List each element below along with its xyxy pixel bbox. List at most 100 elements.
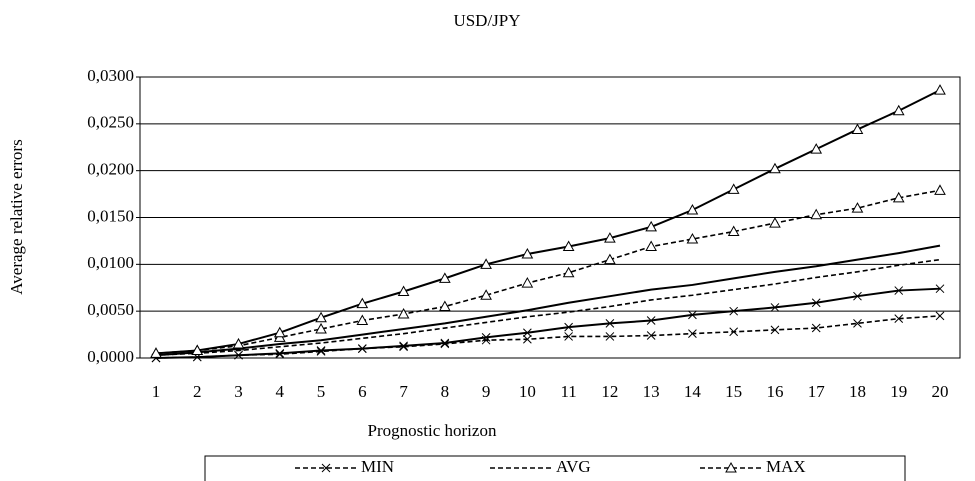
chart-title: USD/JPY [453,11,520,30]
point-marker [564,332,573,341]
x-tick-label: 20 [932,382,949,401]
point-marker [315,311,327,323]
point-marker [645,220,658,232]
point-marker [399,341,408,351]
point-marker [523,334,532,344]
point-marker [521,248,534,259]
x-tick-label: 3 [234,382,243,401]
x-tick-label: 7 [399,382,408,401]
point-marker [397,307,410,319]
legend-marker [725,461,737,473]
point-marker [275,348,285,358]
point-marker [480,258,492,269]
point-marker [645,240,658,252]
point-marker [686,233,699,244]
series-line [155,258,941,356]
x-tick-label: 17 [808,382,826,401]
x-tick-label: 13 [643,382,660,401]
point-marker [934,84,946,95]
x-tick-label: 8 [441,382,450,401]
point-marker [605,318,615,328]
point-marker [851,123,864,134]
y-axis-label: Average relative errors [7,139,26,294]
y-tick-label: 0,0300 [87,66,134,85]
point-marker [356,314,369,326]
x-tick-label: 11 [560,382,576,401]
x-tick-label: 6 [358,382,367,401]
point-marker [605,332,615,341]
point-marker [357,344,367,353]
point-marker [686,203,699,215]
point-marker [811,298,821,308]
point-marker [481,333,491,342]
point-marker [769,162,781,174]
series-line [155,315,941,359]
point-marker [234,350,243,360]
x-tick-label: 14 [684,382,702,401]
point-marker [853,291,862,301]
legend-label: MAX [766,457,806,476]
y-tick-label: 0,0150 [87,206,134,225]
point-marker [523,328,532,338]
x-tick-label: 15 [725,382,742,401]
point-marker [729,327,739,337]
point-marker [727,183,740,194]
point-marker [892,191,905,203]
x-tick-label: 5 [317,382,326,401]
series-line [155,189,941,355]
point-marker [892,104,905,116]
point-marker [935,311,945,321]
point-marker [480,289,492,300]
point-marker [438,300,451,311]
series-line [155,89,941,355]
point-marker [729,306,739,316]
point-marker [604,253,616,265]
point-marker [440,338,450,348]
point-marker [727,225,740,237]
point-marker [562,240,575,252]
point-marker [397,285,410,296]
x-tick-label: 4 [276,382,285,401]
point-marker [232,337,245,349]
point-marker [562,266,575,278]
point-marker [851,202,864,213]
point-marker [646,331,656,340]
point-marker [688,310,697,320]
point-marker [894,314,904,324]
point-marker [521,277,534,288]
point-marker [688,329,697,339]
point-marker [769,217,781,228]
x-tick-label: 18 [849,382,866,401]
point-marker [191,344,204,356]
point-marker [604,232,616,243]
point-marker [810,208,823,220]
x-axis-label: Prognostic horizon [368,421,497,440]
series-line [155,287,941,359]
x-tick-label: 19 [890,382,907,401]
legend-label: MIN [361,457,394,476]
x-tick-label: 2 [193,382,202,401]
point-marker [315,322,327,334]
point-marker [935,284,945,294]
point-marker [810,143,823,154]
point-marker [811,323,821,333]
x-tick-label: 12 [601,382,618,401]
x-tick-label: 16 [766,382,783,401]
point-marker [316,346,326,355]
point-marker [356,297,369,309]
y-tick-label: 0,0050 [87,300,134,319]
y-tick-label: 0,0200 [87,160,134,179]
point-marker [894,286,904,295]
legend-label: AVG [556,457,591,476]
series-line [155,244,941,357]
x-tick-label: 9 [482,382,491,401]
legend-box [204,455,906,481]
y-tick-label: 0,0100 [87,253,134,272]
point-marker [646,316,656,325]
point-marker [934,184,946,195]
point-marker [770,303,780,312]
point-marker [150,347,162,358]
point-marker [273,326,286,338]
y-tick-label: 0,0250 [87,113,134,132]
